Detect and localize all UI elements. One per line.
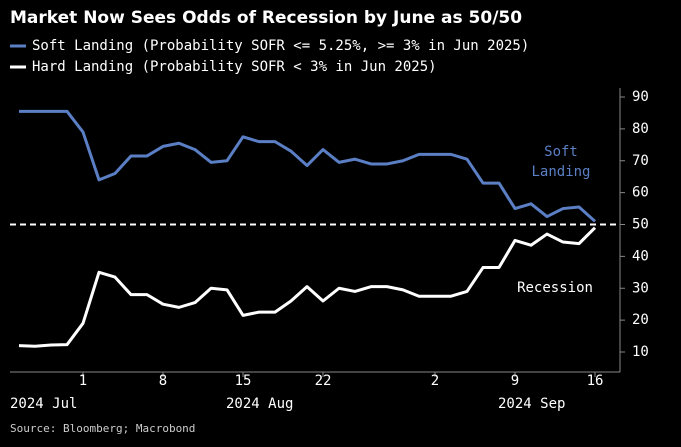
month-label: 2024 Aug bbox=[226, 396, 293, 412]
source: Source: Bloomberg; Macrobond bbox=[10, 422, 195, 435]
y-tick-label: 70 bbox=[632, 153, 649, 169]
y-tick-label: 50 bbox=[632, 217, 649, 233]
month-label: 2024 Jul bbox=[10, 396, 77, 412]
x-tick-label: 8 bbox=[159, 373, 167, 389]
series-line bbox=[18, 226, 597, 348]
y-tick-label: 20 bbox=[632, 312, 649, 328]
annotation: Recession bbox=[517, 280, 593, 296]
y-tick-label: 40 bbox=[632, 248, 649, 264]
x-tick-label: 16 bbox=[587, 373, 604, 389]
y-tick-label: 10 bbox=[632, 344, 649, 360]
x-tick-label: 22 bbox=[315, 373, 332, 389]
x-tick-label: 1 bbox=[79, 373, 87, 389]
y-tick-label: 30 bbox=[632, 280, 649, 296]
month-label: 2024 Sep bbox=[498, 396, 565, 412]
x-tick-label: 15 bbox=[235, 373, 252, 389]
x-tick-label: 9 bbox=[511, 373, 519, 389]
y-tick-label: 80 bbox=[632, 121, 649, 137]
y-tick-label: 60 bbox=[632, 185, 649, 201]
legend-label: Hard Landing (Probability SOFR < 3% in J… bbox=[32, 59, 437, 75]
y-tick-label: 90 bbox=[632, 89, 649, 105]
annotation: Soft bbox=[544, 144, 578, 160]
x-tick-label: 2 bbox=[431, 373, 439, 389]
series-line bbox=[19, 109, 597, 223]
chart-title: Market Now Sees Odds of Recession by Jun… bbox=[10, 8, 522, 28]
legend-label: Soft Landing (Probability SOFR <= 5.25%,… bbox=[32, 38, 529, 54]
annotation: Landing bbox=[531, 164, 590, 180]
